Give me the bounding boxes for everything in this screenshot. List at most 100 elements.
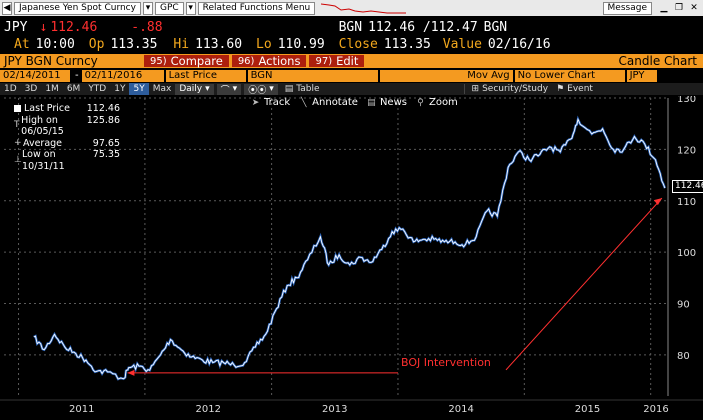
annotation-arrow-right (505, 197, 663, 371)
zoom-tool[interactable]: ⚲ Zoom (415, 97, 458, 108)
security-name-field[interactable]: Japanese Yen Spot Curncy (14, 1, 141, 15)
period-dropdown-icon: ▾ (205, 84, 210, 94)
parameter-row: 02/14/2011 - 02/11/2016 Last Price BGN M… (0, 69, 703, 82)
tf-5y[interactable]: 5Y (129, 83, 149, 95)
y-tick-label: 110 (677, 197, 696, 208)
chart-toolbar: ➤ Track ╲ Annotate ▤ News ⚲ Zoom (250, 97, 466, 108)
value-date: 02/16/16 (487, 37, 551, 52)
average-marker-icon: + (14, 137, 22, 148)
related-functions-menu[interactable]: Related Functions Menu (197, 1, 316, 15)
tf-max[interactable]: Max (152, 84, 172, 94)
price-line-shadow (33, 115, 667, 381)
tf-1m[interactable]: 1M (45, 84, 59, 94)
edit-button[interactable]: 97) Edit (309, 54, 365, 68)
message-button[interactable]: Message (602, 1, 652, 15)
edit-label: Edit (336, 54, 359, 68)
lower-chart-select[interactable]: No Lower Chart (514, 69, 625, 82)
y-tick-label: 120 (677, 145, 696, 156)
legend-avg-label: Average (23, 137, 63, 149)
x-tick-label: 2015 (575, 404, 600, 415)
x-tick-label: 2013 (322, 404, 347, 415)
end-date-field[interactable]: 02/11/2016 (81, 69, 164, 82)
bid-ask: 112.46 /112.47 (368, 19, 478, 35)
event-label: Event (567, 84, 593, 94)
minimize-icon[interactable]: ▁ (660, 3, 668, 13)
legend-last-label: Last Price (24, 103, 70, 114)
lines-dropdown-icon: ▾ (269, 84, 274, 94)
event-icon: ⚑ (556, 84, 565, 94)
price-line (33, 117, 666, 380)
annotate-icon: ╲ (300, 97, 307, 108)
tf-1d[interactable]: 1D (4, 84, 17, 94)
chart-legend: Last Price 112.46 T High on 06/05/15 125.… (14, 103, 120, 172)
net-change: -.88 (131, 19, 163, 35)
legend-high-label: High on 06/05/15 (21, 114, 64, 138)
track-icon: ➤ (251, 97, 260, 108)
period-select[interactable]: Daily ▾ (175, 83, 214, 95)
low-value: 110.99 (277, 37, 325, 52)
chart-style-select[interactable]: ⌒ ▾ (216, 83, 242, 96)
table-label: Table (296, 84, 320, 94)
security-study-icon: ⊞ (471, 84, 480, 94)
start-date-field[interactable]: 02/14/2011 (0, 69, 70, 82)
line-style-icon: ⌒ (220, 85, 230, 96)
event-button[interactable]: ⚑ Event (552, 83, 597, 95)
open-value: 113.35 (110, 37, 158, 52)
tf-ytd[interactable]: YTD (88, 84, 107, 94)
back-arrow-icon[interactable]: ◀ (2, 1, 12, 15)
tf-3d[interactable]: 3D (24, 84, 38, 94)
legend-high-value: 125.86 (86, 114, 120, 126)
legend-low: ⊥ Low on 10/31/11 75.35 (14, 149, 120, 172)
last-price-swatch (14, 105, 21, 113)
gpc-dropdown-icon[interactable]: ▾ (185, 1, 196, 15)
security-study-label: Security/Study (482, 84, 549, 94)
close-value: 113.35 (383, 37, 431, 52)
low-label: Lo (256, 37, 272, 52)
boj-intervention-annotation: BOJ Intervention (401, 356, 491, 369)
y-tick-label: 100 (677, 248, 696, 259)
chart-style-dropdown-icon: ▾ (232, 84, 238, 94)
tf-6m[interactable]: 6M (66, 84, 81, 94)
last-price-tag: 112.46 (672, 180, 703, 193)
news-label: News (379, 97, 407, 108)
restore-icon[interactable]: ❐ (674, 3, 684, 13)
dropdown-arrow-icon[interactable]: ▾ (142, 1, 153, 15)
lines-select[interactable]: ⦿⦿ ▾ (244, 83, 278, 96)
compare-button[interactable]: 95) Compare (144, 54, 229, 68)
annotation-arrowhead-right (653, 198, 662, 206)
legend-last-value: 112.46 (86, 103, 120, 114)
quote-detail-line: At 10:00 Op 113.35 Hi 113.60 Lo 110.99 C… (4, 36, 551, 53)
toolbar-separator (463, 84, 465, 94)
tf-1y[interactable]: 1Y (114, 84, 126, 94)
legend-avg-value: 97.65 (92, 137, 120, 149)
news-tool[interactable]: ▤ News (366, 97, 407, 108)
x-tick-label: 2012 (196, 404, 221, 415)
close-label: Close (338, 37, 378, 52)
gpc-field[interactable]: GPC (154, 1, 184, 15)
table-button[interactable]: ▤ Table (281, 83, 324, 95)
at-time: 10:00 (35, 37, 75, 52)
security-study-button[interactable]: ⊞ Security/Study (468, 83, 553, 95)
study-field[interactable]: Mov Avg (379, 69, 513, 82)
annotate-tool[interactable]: ╲ Annotate (298, 97, 358, 108)
actions-button[interactable]: 96) Actions (231, 54, 307, 68)
table-icon: ▤ (284, 84, 294, 94)
annotation-arrowhead-left (127, 369, 135, 376)
currency-field[interactable]: JPY (626, 69, 657, 82)
quote-line: JPY ↓ 112.46 -.88 BGN 112.46 /112.47 BGN (4, 18, 507, 36)
annotate-label: Annotate (312, 97, 358, 108)
period-label: Daily (179, 84, 203, 94)
bid-source: BGN (338, 19, 363, 35)
x-tick-label: 2011 (69, 404, 94, 415)
close-icon[interactable]: ✕ (690, 3, 698, 13)
date-range-dash: - (75, 70, 79, 81)
legend-high: T High on 06/05/15 125.86 (14, 115, 120, 138)
price-chart[interactable]: 80 90 100 110 120 130 2011 2012 2013 2014 2015 2016 (0, 96, 703, 420)
price-field-select[interactable]: Last Price (165, 69, 246, 82)
track-tool[interactable]: ➤ Track (250, 97, 290, 108)
ask-source: BGN (483, 19, 508, 35)
actions-number: 96) (237, 55, 255, 67)
source-field[interactable]: BGN (247, 69, 378, 82)
actions-label: Actions (258, 54, 301, 68)
y-tick-label: 80 (677, 351, 690, 362)
